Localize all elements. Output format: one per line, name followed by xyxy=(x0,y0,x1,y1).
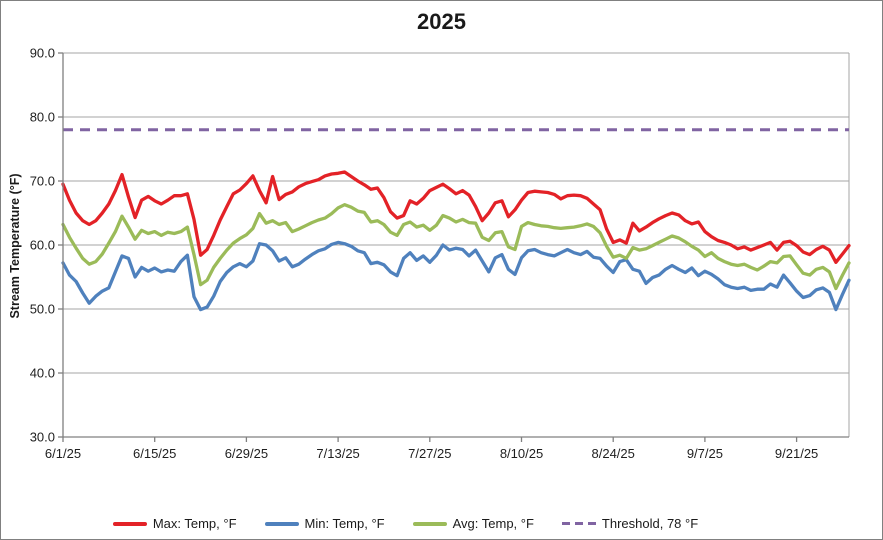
x-tick-label: 8/10/25 xyxy=(500,446,543,461)
y-tick-label: 40.0 xyxy=(30,366,55,381)
y-tick-label: 60.0 xyxy=(30,238,55,253)
chart-legend: Max: Temp, °F Min: Temp, °F Avg: Temp, °… xyxy=(1,516,882,531)
y-tick-label: 90.0 xyxy=(30,46,55,61)
y-tick-label: 70.0 xyxy=(30,174,55,189)
y-tick-label: 30.0 xyxy=(30,430,55,445)
chart-title: 2025 xyxy=(417,9,466,34)
min-line-swatch xyxy=(264,521,299,526)
legend-label-max: Max: Temp, °F xyxy=(152,516,237,531)
y-tick-label: 50.0 xyxy=(30,302,55,317)
x-tick-label: 9/21/25 xyxy=(775,446,818,461)
max-temp-line xyxy=(61,170,851,264)
legend-item-avg: Avg: Temp, °F xyxy=(412,516,534,531)
min-temp-line xyxy=(61,240,851,312)
x-tick-label: 6/1/25 xyxy=(45,446,81,461)
legend-item-min: Min: Temp, °F xyxy=(264,516,385,531)
threshold-line-swatch xyxy=(561,521,596,526)
x-tick-label: 9/7/25 xyxy=(687,446,723,461)
x-tick-label: 7/27/25 xyxy=(408,446,451,461)
x-tick-label: 6/29/25 xyxy=(225,446,268,461)
x-tick-label: 7/13/25 xyxy=(316,446,359,461)
legend-item-threshold: Threshold, 78 °F xyxy=(561,516,699,531)
x-tick-label: 6/15/25 xyxy=(133,446,176,461)
legend-item-max: Max: Temp, °F xyxy=(112,516,237,531)
legend-label-threshold: Threshold, 78 °F xyxy=(601,516,699,531)
legend-label-avg: Avg: Temp, °F xyxy=(452,516,534,531)
avg-temp-line xyxy=(61,203,851,291)
legend-label-min: Min: Temp, °F xyxy=(304,516,385,531)
x-tick-label: 8/24/25 xyxy=(592,446,635,461)
max-line-swatch xyxy=(112,521,147,526)
avg-line-swatch xyxy=(412,521,447,526)
y-tick-label: 80.0 xyxy=(30,110,55,125)
